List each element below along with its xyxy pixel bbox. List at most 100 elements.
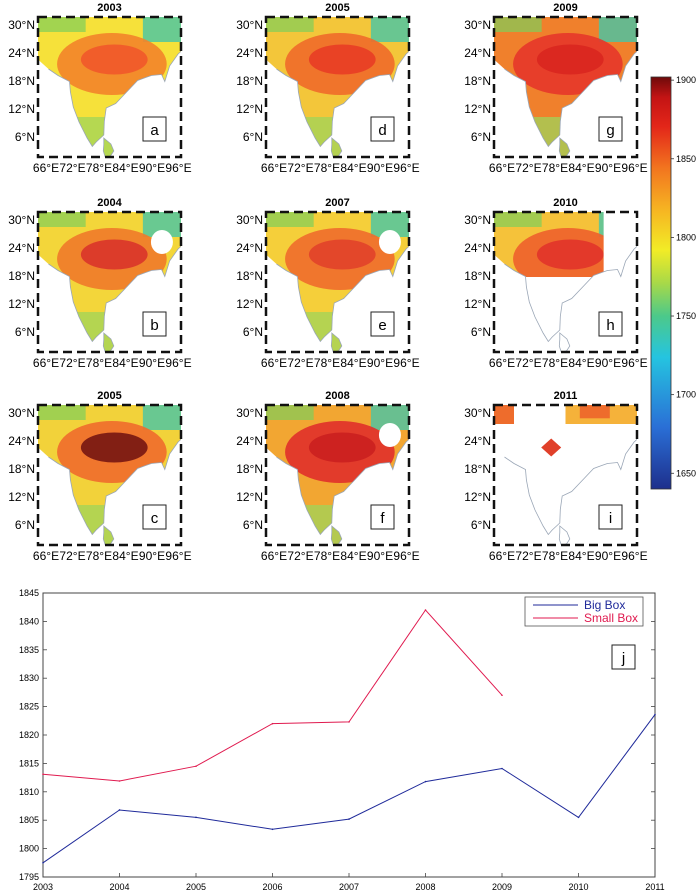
map-x-tick: 72°E	[287, 549, 313, 563]
data-point	[654, 713, 656, 716]
data-point	[42, 773, 44, 775]
map-x-tick: 78°E	[314, 549, 340, 563]
data-point	[348, 721, 350, 723]
map-x-tick: 78°E	[86, 549, 112, 563]
panel-label-text: e	[378, 317, 386, 334]
map-y-tick: 24°N	[464, 241, 491, 255]
map-y-tick: 6°N	[243, 518, 263, 532]
map-y-tick: 30°N	[464, 18, 491, 32]
colorbar-tick-label: 1750	[676, 311, 696, 321]
colorbar-tick-label: 1650	[676, 468, 696, 478]
line-chart: 1795 1800 1805 1810 1815 1820 1825 1830 1835 1840…	[19, 588, 665, 892]
map-x-tick: 84°E	[112, 161, 138, 175]
map-x-tick: 90°E	[367, 356, 393, 370]
data-point	[424, 609, 427, 611]
data-point	[195, 765, 197, 768]
map-y-tick: 24°N	[8, 434, 35, 448]
map-x-tick: 66°E	[261, 549, 287, 563]
map-frame	[36, 210, 183, 354]
map-y-tick: 12°N	[236, 102, 263, 116]
map-y-tick: 6°N	[243, 130, 263, 144]
data-point	[271, 722, 274, 725]
chart-series	[42, 609, 656, 864]
map-x-tick: 84°E	[568, 356, 594, 370]
map-y-tick: 30°N	[236, 213, 263, 227]
data-point	[195, 816, 197, 819]
map-y-tick: 18°N	[8, 462, 35, 476]
x-tick-label: 2006	[262, 882, 282, 892]
map-x-tick: 90°E	[367, 161, 393, 175]
panel-label-text: h	[606, 317, 614, 334]
map-x-tick: 84°E	[112, 356, 138, 370]
map-panel-a: 2003 a 30°N 24°N 18°N 12°N 6°N 66°E 72°E 78°E 84°E…	[8, 2, 191, 175]
map-y-tick: 6°N	[471, 130, 491, 144]
map-x-tick: 72°E	[59, 356, 85, 370]
map-x-tick: 84°E	[340, 356, 366, 370]
map-x-tick: 96°E	[621, 161, 647, 175]
map-y-tick: 12°N	[8, 490, 35, 504]
map-x-tick: 96°E	[393, 161, 419, 175]
x-tick-label: 2004	[109, 882, 129, 892]
panel-label-a: a	[142, 116, 167, 142]
map-title: 2005	[325, 2, 349, 14]
map-x-tick: 78°E	[542, 549, 568, 563]
map-title: 2005	[97, 390, 121, 402]
x-tick-label: 2007	[339, 882, 359, 892]
map-x-tick: 66°E	[489, 161, 515, 175]
panel-label-text: j	[621, 650, 625, 667]
map-panel-g: 2009 g 30°N 24°N 18°N 12°N 6°N 66°E 72°E 78°E 84°E…	[464, 2, 647, 175]
map-x-tick: 66°E	[489, 549, 515, 563]
y-tick-label: 1840	[19, 616, 39, 626]
map-y-tick: 18°N	[464, 74, 491, 88]
map-y-tick: 30°N	[236, 406, 263, 420]
map-y-tick: 24°N	[464, 46, 491, 60]
map-y-tick: 6°N	[15, 130, 35, 144]
map-title: 2007	[325, 197, 349, 209]
map-x-tick: 72°E	[515, 549, 541, 563]
y-tick-label: 1835	[19, 645, 39, 655]
map-y-tick: 18°N	[8, 269, 35, 283]
y-tick-label: 1810	[19, 787, 39, 797]
map-x-tick: 78°E	[314, 356, 340, 370]
map-title: 2003	[97, 2, 121, 14]
map-y-tick: 6°N	[15, 518, 35, 532]
map-x-tick: 78°E	[542, 161, 568, 175]
map-y-tick: 30°N	[464, 213, 491, 227]
map-y-tick: 24°N	[236, 241, 263, 255]
legend: Big Box Small Box	[524, 596, 644, 627]
map-y-tick: 24°N	[8, 241, 35, 255]
map-y-tick: 18°N	[464, 462, 491, 476]
x-tick-label: 2011	[645, 882, 664, 892]
legend-label-small-box: Small Box	[584, 611, 638, 625]
map-title: 2009	[553, 2, 577, 14]
map-frame	[264, 403, 411, 547]
panel-label-h: h	[598, 311, 623, 337]
data-point	[42, 862, 44, 864]
map-y-tick: 18°N	[236, 269, 263, 283]
map-y-tick: 18°N	[464, 269, 491, 283]
colorbar-tick-label: 1800	[676, 232, 696, 242]
data-point	[118, 780, 121, 782]
map-y-tick: 18°N	[236, 462, 263, 476]
map-y-tick: 12°N	[464, 102, 491, 116]
legend-box	[524, 596, 644, 627]
map-y-tick: 12°N	[8, 102, 35, 116]
map-x-tick: 72°E	[59, 549, 85, 563]
y-tick-label: 1830	[19, 673, 39, 683]
map-x-tick: 78°E	[542, 356, 568, 370]
map-panel-c: 2005 c 30°N 24°N 18°N 12°N 6°N 66°E 72°E 78°E 84°E…	[8, 390, 191, 563]
panel-label-i: i	[598, 504, 623, 530]
map-y-tick: 12°N	[236, 490, 263, 504]
y-tick-label: 1805	[19, 815, 39, 825]
x-axis-ticks: 2003 2004 2005 2006 2007 2008 2009 2010 2011	[33, 873, 665, 892]
map-x-tick: 66°E	[33, 549, 59, 563]
data-point	[501, 767, 503, 770]
data-point	[501, 694, 503, 697]
x-tick-label: 2010	[568, 882, 588, 892]
colorbar-tick-label: 1700	[676, 390, 696, 400]
plot-frame	[42, 592, 656, 878]
data-point	[348, 818, 350, 820]
colorbar-tick-label: 1900	[676, 75, 696, 85]
